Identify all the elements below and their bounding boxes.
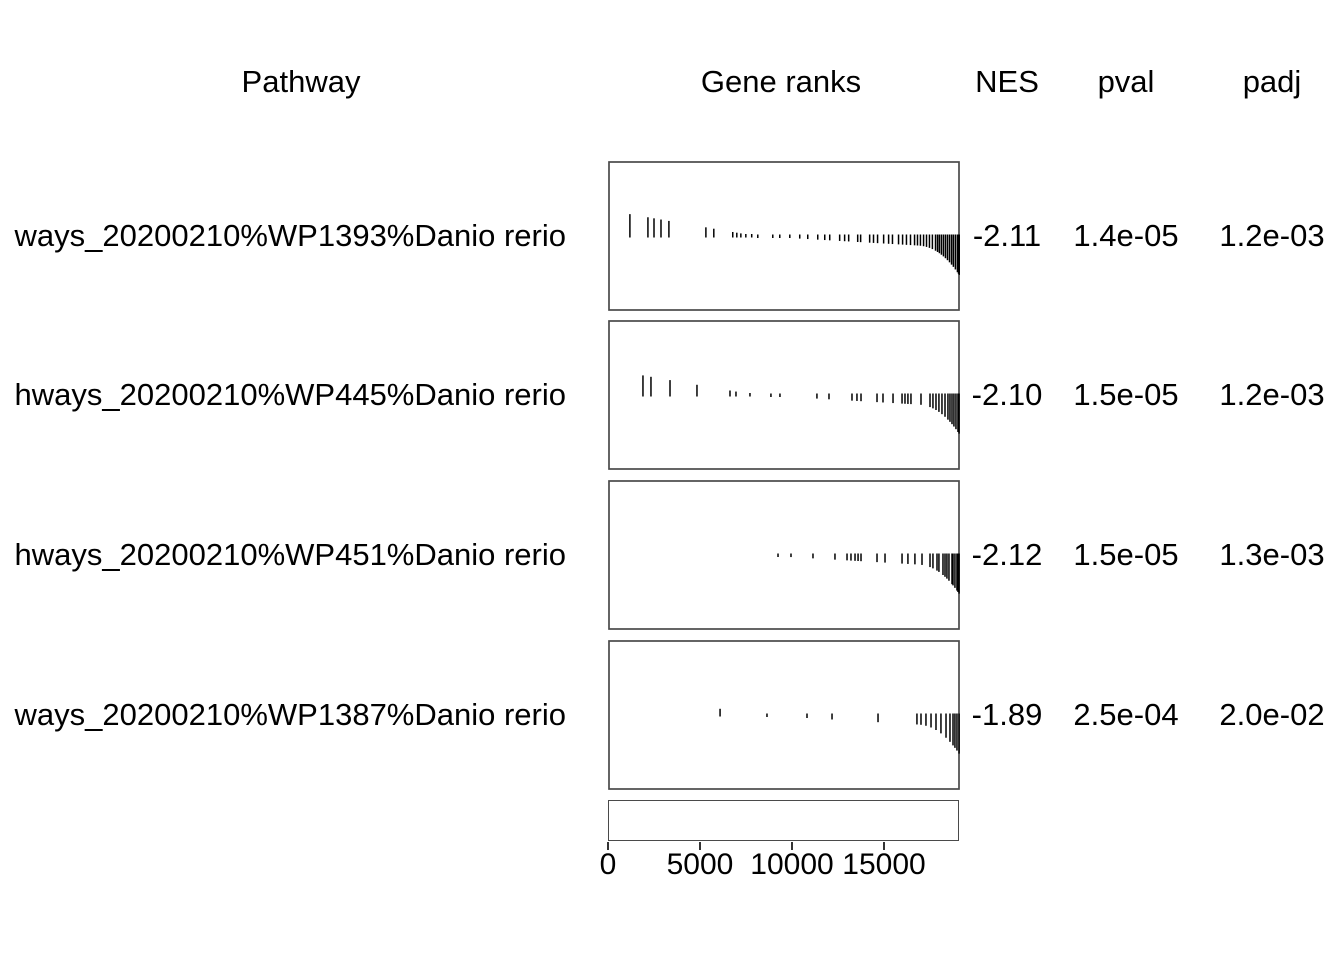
- x-axis-tick-label: 5000: [666, 848, 734, 881]
- pval-value: 2.5e-04: [1073, 697, 1179, 732]
- padj-value: 1.2e-03: [1219, 218, 1325, 253]
- column-header-nes: NES: [975, 64, 1039, 99]
- pathway-name: hways_20200210%WP445%Danio rerio: [14, 377, 566, 412]
- pathway-name: hways_20200210%WP451%Danio rerio: [14, 537, 566, 572]
- x-axis-tick: [699, 842, 701, 850]
- nes-value: -2.12: [971, 537, 1043, 572]
- x-axis-tick-label: 0: [599, 848, 617, 881]
- column-header-padj: padj: [1242, 64, 1302, 99]
- gene-ranks-plot: [608, 640, 960, 790]
- x-axis-tick-label: 10000: [750, 848, 834, 881]
- padj-value: 2.0e-02: [1219, 697, 1325, 732]
- nes-value: -2.11: [972, 218, 1042, 253]
- column-header-pval: pval: [1097, 64, 1155, 99]
- pathway-name: ways_20200210%WP1393%Danio rerio: [14, 218, 566, 253]
- x-axis-tick: [883, 842, 885, 850]
- x-axis-tick: [607, 842, 609, 850]
- column-header-gene-ranks: Gene ranks: [700, 64, 862, 99]
- gene-ranks-plot: [608, 320, 960, 470]
- nes-value: -1.89: [971, 697, 1043, 732]
- pval-value: 1.5e-05: [1073, 377, 1179, 412]
- pval-value: 1.4e-05: [1073, 218, 1179, 253]
- x-axis-tick-label: 15000: [842, 848, 926, 881]
- nes-value: -2.10: [971, 377, 1043, 412]
- axis-box: [608, 800, 959, 841]
- pathway-name: ways_20200210%WP1387%Danio rerio: [14, 697, 566, 732]
- padj-value: 1.3e-03: [1219, 537, 1325, 572]
- padj-value: 1.2e-03: [1219, 377, 1325, 412]
- x-axis-tick: [791, 842, 793, 850]
- column-header-pathway: Pathway: [241, 64, 361, 99]
- gene-ranks-plot: [608, 480, 960, 630]
- pval-value: 1.5e-05: [1073, 537, 1179, 572]
- gene-ranks-plot: [608, 161, 960, 311]
